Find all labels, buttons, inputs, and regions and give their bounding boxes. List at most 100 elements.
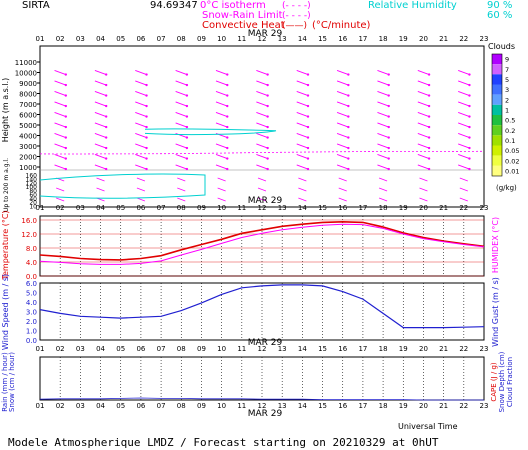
wind-arrow (417, 80, 430, 86)
height-tick-label-low: 60 (29, 192, 37, 199)
hour-tick-label: 09 (197, 402, 206, 410)
height-tick-label: 2000 (19, 154, 37, 162)
rh-contour-lower (39, 173, 206, 199)
temp-tick-label: 12.0 (21, 231, 37, 239)
height-tick-label: 8000 (19, 91, 37, 99)
hour-tick-label: 10 (217, 35, 226, 43)
wind-arrow-head (387, 157, 390, 160)
wind-arrow-head (64, 167, 68, 171)
wind-arrow (336, 143, 349, 149)
hour-tick-label: 20 (419, 35, 428, 43)
clouds-colorbar-segment (492, 94, 502, 105)
wind-arrow-head (468, 94, 471, 97)
wind-arrow-low (298, 177, 307, 182)
hour-tick-label: 17 (358, 204, 367, 212)
wind-arrow-head (427, 104, 431, 108)
hour-tick-label: 07 (157, 35, 166, 43)
wind-arrow (296, 143, 309, 149)
wind-arrow (94, 90, 107, 97)
wind-arrow (296, 80, 309, 86)
wind-arrow (94, 164, 107, 170)
wind-arrow (215, 101, 228, 107)
wind-arrow-head (226, 125, 229, 129)
hour-tick-label: 18 (379, 35, 388, 43)
hour-tick-label: 08 (177, 345, 186, 353)
hour-tick-label: 12 (258, 204, 267, 212)
wind-arrow (296, 132, 309, 139)
wind-arrow-head (226, 83, 229, 87)
hour-tick-label: 12 (258, 402, 267, 410)
wind-arrow (296, 69, 309, 76)
wind-arrow-head (104, 146, 108, 150)
wind-arrow (377, 164, 389, 170)
wind-arrow-head (226, 94, 229, 97)
wind-arrow (256, 101, 268, 107)
hour-tick-label: 15 (318, 345, 327, 353)
hour-tick-label: 16 (338, 345, 347, 353)
hour-tick-label: 06 (136, 204, 145, 212)
wind-arrow-head (145, 146, 148, 150)
wind-arrow-head (468, 104, 471, 108)
hour-tick-label: 01 (36, 35, 45, 43)
wind-arrow-head (185, 136, 189, 139)
wind-arrow-head (266, 94, 269, 97)
hour-tick-label: 04 (96, 204, 105, 212)
wind-arrow-head (104, 136, 108, 139)
wind-arrow-head (145, 157, 148, 160)
hour-tick-label: 07 (157, 402, 166, 410)
clouds-level-label: 1 (505, 106, 509, 114)
hour-tick-label: 12 (258, 345, 267, 353)
clouds-colorbar-segment (492, 54, 502, 65)
zero-isotherm-line (39, 150, 485, 155)
wind-arrow-head (427, 157, 431, 160)
wind-arrow-head (387, 94, 390, 97)
rh-contour-upper (144, 128, 277, 136)
height-tick-label-low: 20 (29, 200, 37, 207)
wind-arrow (458, 90, 470, 97)
wind-arrow (94, 153, 107, 160)
date-label: MAR 29 (248, 409, 283, 419)
wind-arrow-head (266, 115, 269, 118)
wind-arrow (417, 111, 430, 118)
wind-arrow (215, 164, 228, 170)
wind-arrow (175, 90, 188, 97)
wind-arrow-low (136, 197, 146, 202)
wind-speed-line (39, 284, 485, 329)
wind-arrow-head (185, 104, 189, 108)
clouds-level-label: 9 (505, 56, 509, 64)
wind-arrow (215, 122, 228, 128)
wind-arrow-low (459, 197, 468, 202)
wind-arrow (256, 153, 268, 160)
wind-arrow-head (185, 125, 189, 129)
wind-arrow-head (306, 125, 310, 129)
height-tick-label: 6000 (19, 112, 37, 120)
hour-tick-label: 09 (197, 345, 206, 353)
wind-arrow-head (226, 115, 229, 118)
wind-arrow (215, 153, 228, 160)
wind-arrow (215, 143, 228, 149)
wind-arrow-head (145, 73, 148, 76)
wind-arrow (54, 101, 66, 107)
wind-arrow-head (306, 104, 310, 108)
wind-arrow-head (468, 167, 471, 171)
clouds-level-label: 5 (505, 76, 509, 84)
wind-arrow-head (306, 146, 310, 150)
wind-arrow (54, 90, 66, 97)
wind-arrow-low (257, 197, 267, 202)
hour-tick-label: 07 (157, 204, 166, 212)
wind-ylabel: Wind Speed (m / s) (1, 274, 10, 350)
wind-arrow (458, 122, 470, 128)
legend-rh: Relative Humidity (368, 0, 457, 11)
wind-arrow (377, 80, 389, 86)
wind-arrow (175, 153, 188, 160)
wind-arrow-low (338, 197, 347, 202)
wind-arrow (256, 122, 268, 128)
hour-tick-label: 22 (459, 345, 468, 353)
wind-arrow (175, 122, 188, 128)
wind-arrow-head (387, 83, 390, 87)
wind-arrow-head (306, 83, 310, 87)
date-label-top: MAR 29 (248, 29, 283, 39)
wind-arrow (256, 90, 268, 97)
wind-arrow (458, 80, 470, 86)
wind-arrow-head (347, 115, 350, 118)
